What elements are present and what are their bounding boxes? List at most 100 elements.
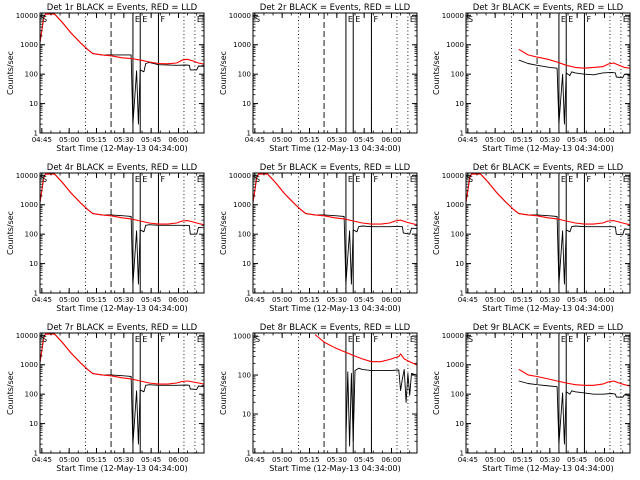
x-tick-label: 05:30	[540, 136, 560, 144]
x-tick-label: 05:45	[567, 136, 587, 144]
y-tick-label: 1	[460, 130, 464, 138]
x-tick-label: 06:00	[594, 296, 614, 304]
x-tick-label: 05:45	[354, 136, 374, 144]
events-curve	[40, 13, 204, 125]
corner-label: F	[160, 335, 165, 344]
x-tick-label: 05:30	[114, 136, 134, 144]
y-axis-label: Counts/sec	[432, 371, 441, 415]
y-axis-label: Counts/sec	[6, 371, 15, 415]
lld-curve	[40, 333, 204, 385]
x-tick-label: 05:15	[512, 136, 532, 144]
y-tick-label: 10	[242, 260, 251, 268]
y-tick-label: 10	[455, 420, 464, 428]
y-tick-label: 1	[34, 290, 38, 298]
corner-label: S	[255, 175, 260, 184]
axes-frame	[252, 12, 418, 134]
y-tick-label: 10	[455, 100, 464, 108]
events-curve	[40, 333, 204, 445]
x-tick-label: 06:00	[381, 136, 401, 144]
corner-label: E	[561, 335, 566, 344]
y-axis-label: Counts/sec	[432, 51, 441, 95]
x-tick-label: 05:45	[354, 296, 374, 304]
panel-title: Det 4r BLACK = Events, RED = LLD	[47, 163, 198, 173]
x-tick-label: 05:00	[59, 456, 79, 464]
x-tick-label: 05:45	[141, 296, 161, 304]
corner-label: F	[373, 15, 378, 24]
y-tick-label: 1000	[233, 333, 251, 341]
x-tick-label: 06:00	[168, 296, 188, 304]
y-tick-label: 1	[460, 290, 464, 298]
lld-curve	[314, 334, 417, 366]
x-tick-label: 04:45	[458, 456, 478, 464]
corner-label: F	[586, 175, 591, 184]
x-tick-label: 05:45	[141, 456, 161, 464]
corner-label: E	[135, 335, 140, 344]
panel-title: Det 5r BLACK = Events, RED = LLD	[260, 163, 411, 173]
corner-label: E	[348, 335, 353, 344]
x-tick-label: 05:00	[272, 296, 292, 304]
y-tick-label: 1	[34, 450, 38, 458]
y-tick-label: 1	[460, 450, 464, 458]
y-tick-label: 1000	[446, 201, 464, 209]
y-axis-label: Counts/sec	[219, 51, 228, 95]
x-tick-label: 04:45	[245, 136, 265, 144]
x-axis-label: Start Time (12-May-13 04:34:00)	[56, 464, 187, 473]
y-tick-label: 10000	[229, 12, 251, 20]
corner-label: E	[355, 15, 360, 24]
axes-frame	[252, 172, 418, 294]
y-tick-label: 10	[242, 411, 251, 419]
y-tick-label: 1	[247, 450, 251, 458]
corner-label: E	[142, 335, 147, 344]
plot-area	[466, 173, 630, 293]
x-tick-label: 04:45	[32, 136, 52, 144]
y-tick-label: 10000	[229, 172, 251, 180]
y-axis-label: Counts/sec	[6, 211, 15, 255]
y-tick-label: 10000	[442, 332, 464, 340]
plot-area	[40, 173, 204, 293]
y-tick-label: 10	[455, 260, 464, 268]
plot-area	[511, 333, 630, 453]
corner-label: E	[348, 15, 353, 24]
corner-label: E	[355, 175, 360, 184]
x-tick-label: 04:45	[458, 136, 478, 144]
y-tick-label: 10	[242, 100, 251, 108]
corner-label: E	[623, 335, 628, 344]
x-axis-label: Start Time (12-May-13 04:34:00)	[56, 304, 187, 313]
corner-label: E	[568, 175, 573, 184]
corner-label: S	[42, 335, 47, 344]
panel-title: Det 1r BLACK = Events, RED = LLD	[47, 3, 198, 13]
corner-label: E	[410, 175, 415, 184]
corner-label: E	[197, 175, 202, 184]
y-tick-label: 10000	[16, 12, 38, 20]
x-tick-label: 05:30	[327, 456, 347, 464]
panel-title: Det 2r BLACK = Events, RED = LLD	[260, 3, 411, 13]
plot-area	[511, 13, 630, 133]
panel-title: Det 8r BLACK = Events, RED = LLD	[260, 323, 411, 333]
y-tick-label: 1	[247, 130, 251, 138]
corner-label: F	[160, 175, 165, 184]
y-tick-label: 1000	[446, 361, 464, 369]
corner-label: S	[255, 335, 260, 344]
y-tick-label: 1000	[20, 201, 38, 209]
x-axis-label: Start Time (12-May-13 04:34:00)	[482, 144, 613, 153]
corner-label: F	[586, 335, 591, 344]
plot-area	[40, 333, 204, 453]
x-tick-label: 05:45	[141, 136, 161, 144]
x-tick-label: 05:45	[354, 456, 374, 464]
axes-frame	[465, 12, 631, 134]
x-tick-label: 05:30	[540, 296, 560, 304]
x-tick-label: 06:00	[168, 456, 188, 464]
corner-label: S	[468, 15, 473, 24]
x-tick-label: 04:45	[245, 456, 265, 464]
corner-label: E	[410, 335, 415, 344]
corner-label: E	[197, 335, 202, 344]
panel-title: Det 7r BLACK = Events, RED = LLD	[47, 323, 198, 333]
plot-area	[298, 333, 417, 453]
x-tick-label: 05:15	[299, 136, 319, 144]
